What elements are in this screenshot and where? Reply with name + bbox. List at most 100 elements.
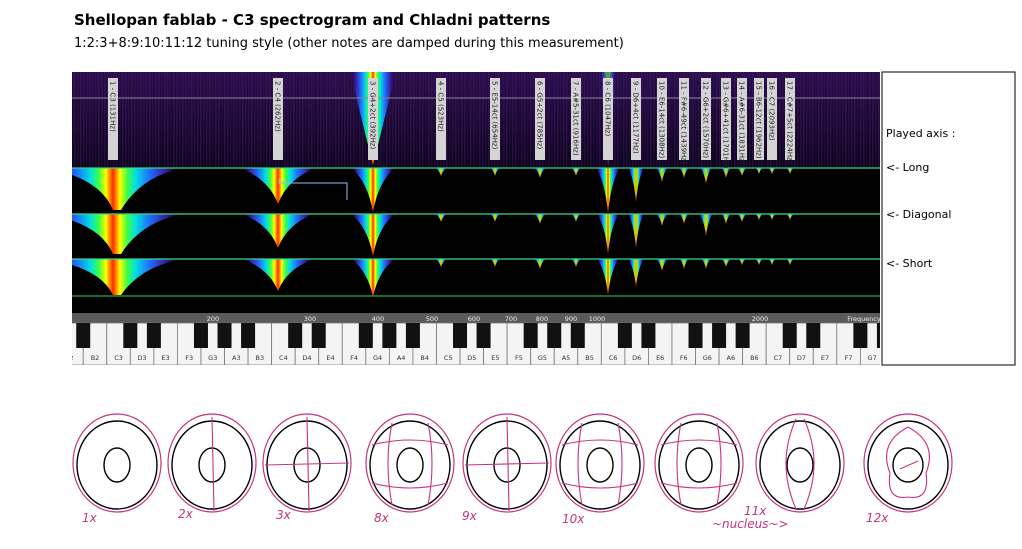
peak xyxy=(435,168,447,176)
noise xyxy=(833,72,835,167)
note-label-box xyxy=(785,78,795,160)
piano-key-label: B6 xyxy=(750,354,759,362)
freq-tick-label: 800 xyxy=(536,315,548,323)
noise xyxy=(845,72,847,167)
piano-key-label: A6 xyxy=(727,354,736,362)
node-line xyxy=(803,418,815,510)
note-label: 5 - E5-14ct (654Hz) xyxy=(491,81,499,150)
noise xyxy=(212,72,214,167)
node-line xyxy=(716,422,722,506)
noise xyxy=(653,72,655,167)
plate-inner xyxy=(892,447,924,483)
plate-inner xyxy=(786,447,814,483)
noise xyxy=(266,72,268,167)
peak xyxy=(571,259,581,267)
noise xyxy=(734,72,736,167)
note-label: 15 - B6-12ct (1962Hz) xyxy=(755,81,763,159)
noise xyxy=(293,72,295,167)
noise xyxy=(125,72,127,167)
noise xyxy=(836,72,838,167)
plate-outline xyxy=(654,413,744,513)
black-key xyxy=(453,323,468,348)
black-key xyxy=(712,323,727,348)
noise xyxy=(821,72,823,167)
note-label-box xyxy=(535,78,545,160)
noise xyxy=(146,72,148,167)
plate-outline xyxy=(72,413,162,513)
freq-tick-label: 400 xyxy=(372,315,384,323)
noise xyxy=(230,72,232,167)
noise xyxy=(395,72,397,167)
piano-key-label: A4 xyxy=(397,354,406,362)
noise xyxy=(167,72,169,167)
peak xyxy=(786,259,794,265)
noise xyxy=(428,72,430,167)
noise xyxy=(848,72,850,167)
peak xyxy=(597,259,619,295)
note-label-box xyxy=(679,78,689,160)
noise xyxy=(764,72,766,167)
note-label-box xyxy=(490,78,500,160)
piano-key-label: G3 xyxy=(208,354,217,362)
noise xyxy=(524,72,526,167)
peak xyxy=(242,214,314,248)
plate-outer xyxy=(759,420,841,510)
peak xyxy=(628,214,644,248)
noise xyxy=(179,72,181,167)
noise xyxy=(644,72,646,167)
piano-key-label: B2 xyxy=(91,354,100,362)
peak xyxy=(700,168,712,184)
noise xyxy=(173,72,175,167)
noise xyxy=(857,72,859,167)
noise xyxy=(245,72,247,167)
noise xyxy=(182,72,184,167)
note-label: 1 - C3 (131Hz) xyxy=(109,81,117,132)
piano-key-label: F6 xyxy=(680,354,688,362)
black-key xyxy=(311,323,326,348)
noise xyxy=(866,72,868,167)
plate-outer xyxy=(369,420,451,510)
noise xyxy=(260,72,262,167)
noise xyxy=(431,72,433,167)
black-key xyxy=(688,323,703,348)
note-label: 8 - C6 (1047Hz) xyxy=(604,81,612,136)
peak xyxy=(534,214,546,224)
plate-outer xyxy=(658,420,740,510)
plate-outer xyxy=(559,420,641,510)
noise xyxy=(314,72,316,167)
black-key xyxy=(146,323,161,348)
cursor xyxy=(278,178,348,200)
piano-key-label: G4 xyxy=(373,354,382,362)
noise xyxy=(452,72,454,167)
noise xyxy=(515,72,517,167)
spectrogram: 1 - C3 (131Hz) 2 - C4 (262Hz) 3 - G4+2ct (… xyxy=(72,72,880,365)
noise xyxy=(203,72,205,167)
plate-outline xyxy=(365,413,455,513)
noise xyxy=(419,72,421,167)
peak xyxy=(72,259,183,295)
title: Shellopan fablab - C3 spectrogram and Ch… xyxy=(74,11,550,29)
peak xyxy=(721,259,731,267)
noise xyxy=(731,72,733,167)
black-key xyxy=(123,323,138,348)
noise xyxy=(140,72,142,167)
noise xyxy=(806,72,808,167)
freq-tick-label: 700 xyxy=(505,315,517,323)
freq-tick-label: 500 xyxy=(426,315,438,323)
freq-tick-label: 300 xyxy=(304,315,316,323)
peak xyxy=(72,214,183,254)
pattern-caption: 12x xyxy=(866,511,889,525)
peak xyxy=(656,214,668,226)
noise xyxy=(668,72,670,167)
peak xyxy=(737,214,747,222)
noise xyxy=(194,72,196,167)
noise xyxy=(224,72,226,167)
note-label-box xyxy=(737,78,747,160)
noise xyxy=(74,72,76,167)
noise xyxy=(188,72,190,167)
panel-row: <- Short xyxy=(886,257,933,270)
noise xyxy=(839,72,841,167)
noise xyxy=(335,72,337,167)
piano-key-label: D6 xyxy=(632,354,641,362)
